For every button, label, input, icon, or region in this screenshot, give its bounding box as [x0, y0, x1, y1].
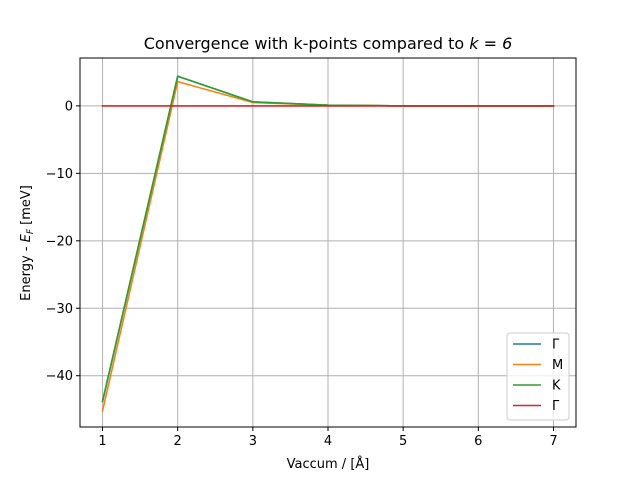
- x-tick-label: 6: [474, 434, 482, 449]
- y-axis-label-symbol: E: [19, 233, 34, 242]
- x-tick-label: 5: [399, 434, 407, 449]
- x-tick-label: 1: [98, 434, 106, 449]
- y-axis-label-prefix: Energy -: [19, 242, 34, 300]
- y-axis-label: Energy - EF [meV]: [19, 185, 36, 301]
- legend-label-3: K: [552, 379, 561, 394]
- chart-title: Convergence with k-points compared to k …: [144, 34, 513, 53]
- x-axis-ticks: 1 2 3 4 5 6 7: [98, 427, 558, 449]
- x-tick-label: 7: [549, 434, 557, 449]
- legend-label-1: Γ: [552, 338, 560, 353]
- y-tick-label: −40: [46, 369, 73, 384]
- y-axis-label-unit: [meV]: [19, 185, 34, 229]
- chart-title-math: k = 6: [469, 34, 512, 53]
- y-axis-label-subscript: F: [26, 228, 36, 234]
- y-axis-ticks: 0 −10 −20 −30 −40: [46, 99, 80, 384]
- x-tick-label: 3: [249, 434, 257, 449]
- y-tick-label: 0: [65, 99, 73, 114]
- legend-label-2: M: [552, 358, 563, 373]
- x-tick-label: 4: [324, 434, 332, 449]
- series-lines: [101, 75, 555, 412]
- x-axis-label: Vaccum / [Å]: [287, 456, 370, 472]
- y-tick-label: −10: [46, 167, 73, 182]
- y-tick-label: −30: [46, 302, 73, 317]
- chart-title-main: Convergence with k-points compared to: [144, 34, 469, 53]
- legend-box: [506, 332, 570, 421]
- legend-label-4: Γ: [552, 399, 560, 414]
- x-tick-label: 2: [174, 434, 182, 449]
- y-tick-label: −20: [46, 234, 73, 249]
